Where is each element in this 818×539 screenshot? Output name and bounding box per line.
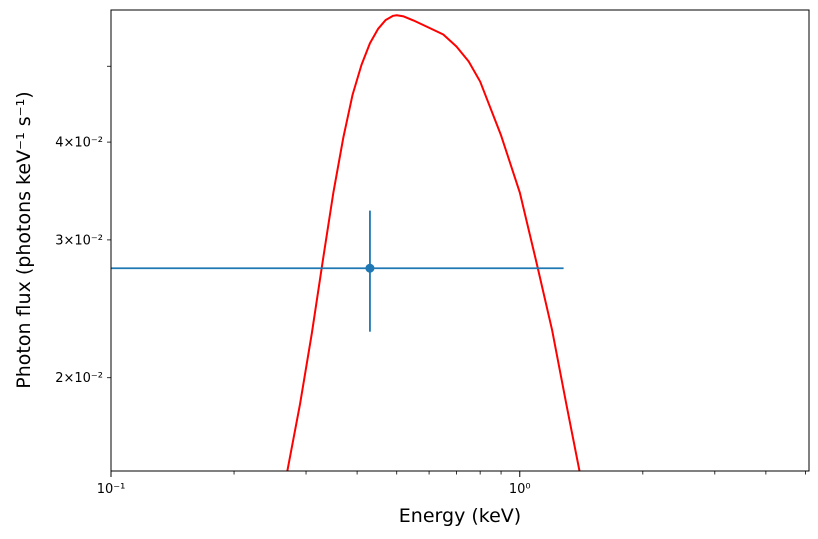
y-axis-label: Photon flux (photons keV⁻¹ s⁻¹) <box>13 91 35 388</box>
axes-frame <box>110 9 810 472</box>
x-tick-label: 10⁻¹ <box>97 482 126 497</box>
model-curve <box>286 14 581 471</box>
y-tick-label: 4×10⁻² <box>55 136 103 151</box>
y-tick-label: 3×10⁻² <box>55 233 103 248</box>
ticks-layer: 10⁻¹ 10⁰ 2×10⁻² 3×10⁻² 4×10⁻² <box>55 65 806 497</box>
x-axis-label: Energy (keV) <box>399 505 521 527</box>
y-tick-label: 2×10⁻² <box>55 371 103 386</box>
data-point <box>365 263 375 273</box>
x-tick-label: 10⁰ <box>509 482 531 497</box>
series-layer <box>111 14 581 471</box>
plot-area <box>111 10 809 471</box>
